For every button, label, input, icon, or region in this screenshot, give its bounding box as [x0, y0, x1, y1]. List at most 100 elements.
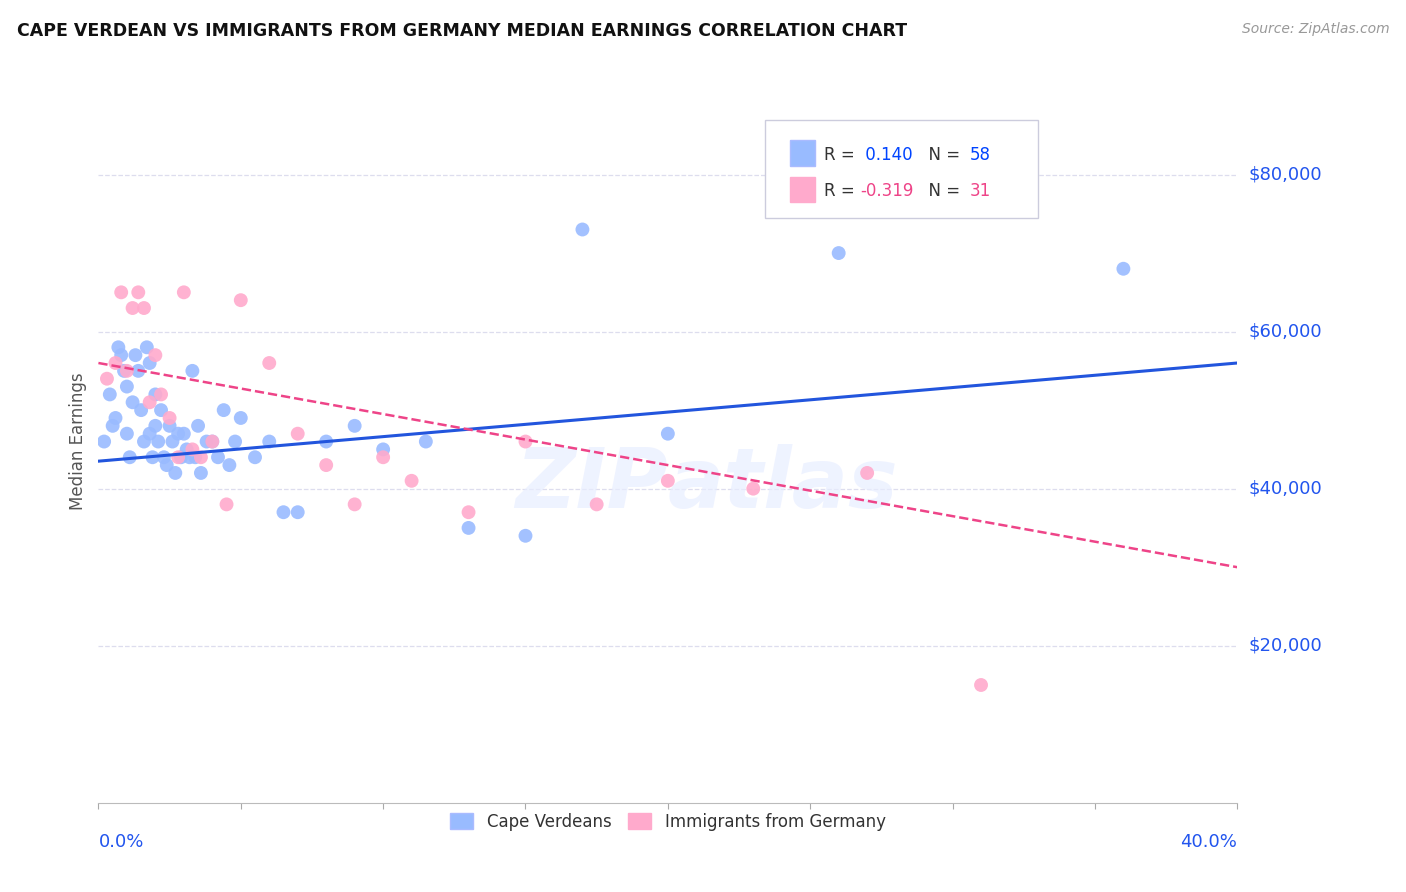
Text: 58: 58	[970, 145, 991, 163]
Point	[138, 395, 160, 409]
Point	[457, 505, 479, 519]
Point	[138, 356, 160, 370]
Bar	[790, 177, 814, 202]
Point	[104, 411, 127, 425]
Point	[110, 285, 132, 300]
Point	[201, 434, 224, 449]
Text: atlas: atlas	[668, 444, 898, 525]
Point	[121, 395, 143, 409]
Point	[970, 678, 993, 692]
Point	[259, 356, 281, 370]
Point	[148, 434, 170, 449]
Point	[93, 434, 115, 449]
Point	[145, 387, 167, 401]
Point	[457, 521, 479, 535]
Point	[415, 434, 437, 449]
Point	[401, 474, 423, 488]
Point	[315, 434, 337, 449]
Point	[229, 411, 252, 425]
Point	[165, 466, 187, 480]
Point	[179, 450, 201, 465]
Point	[115, 379, 138, 393]
Point	[96, 372, 118, 386]
Point	[112, 364, 135, 378]
Point	[212, 403, 235, 417]
Point	[195, 434, 218, 449]
Point	[585, 497, 607, 511]
Text: 31: 31	[970, 182, 991, 200]
Point	[173, 285, 195, 300]
Text: -0.319: -0.319	[860, 182, 914, 200]
Point	[243, 450, 266, 465]
Point	[215, 497, 238, 511]
Point	[107, 340, 129, 354]
Point	[190, 450, 212, 465]
Text: $20,000: $20,000	[1249, 637, 1322, 655]
Y-axis label: Median Earnings: Median Earnings	[69, 373, 87, 510]
Text: 40.0%: 40.0%	[1181, 833, 1237, 851]
Text: R =: R =	[824, 145, 860, 163]
Point	[373, 442, 395, 457]
Text: 0.140: 0.140	[860, 145, 912, 163]
Point	[167, 426, 190, 441]
Point	[135, 340, 157, 354]
Point	[170, 450, 193, 465]
Text: $60,000: $60,000	[1249, 323, 1322, 341]
Point	[571, 222, 593, 236]
Point	[515, 529, 537, 543]
Point	[856, 466, 879, 480]
Text: R =: R =	[824, 182, 860, 200]
Point	[742, 482, 765, 496]
Point	[201, 434, 224, 449]
Point	[145, 348, 167, 362]
Point	[127, 364, 149, 378]
Point	[153, 450, 176, 465]
Point	[657, 426, 679, 441]
Point	[373, 450, 395, 465]
Text: $40,000: $40,000	[1249, 480, 1322, 498]
Text: CAPE VERDEAN VS IMMIGRANTS FROM GERMANY MEDIAN EARNINGS CORRELATION CHART: CAPE VERDEAN VS IMMIGRANTS FROM GERMANY …	[17, 22, 907, 40]
Point	[129, 403, 152, 417]
Point	[121, 301, 143, 315]
Point	[287, 426, 309, 441]
Point	[104, 356, 127, 370]
Point	[162, 434, 184, 449]
Point	[1112, 261, 1135, 276]
Point	[132, 301, 155, 315]
Point	[145, 418, 167, 433]
Point	[187, 418, 209, 433]
Text: 0.0%: 0.0%	[98, 833, 143, 851]
Point	[173, 426, 195, 441]
Point	[343, 418, 366, 433]
Point	[115, 364, 138, 378]
Point	[181, 364, 204, 378]
Point	[118, 450, 141, 465]
Point	[115, 426, 138, 441]
Point	[110, 348, 132, 362]
Point	[207, 450, 229, 465]
Point	[515, 434, 537, 449]
Point	[287, 505, 309, 519]
Point	[150, 387, 173, 401]
Legend: Cape Verdeans, Immigrants from Germany: Cape Verdeans, Immigrants from Germany	[443, 806, 893, 838]
Point	[167, 450, 190, 465]
Point	[138, 426, 160, 441]
Text: Source: ZipAtlas.com: Source: ZipAtlas.com	[1241, 22, 1389, 37]
Text: N =: N =	[918, 145, 966, 163]
Text: $80,000: $80,000	[1249, 166, 1322, 184]
Point	[190, 466, 212, 480]
Point	[141, 450, 163, 465]
Point	[101, 418, 124, 433]
Point	[184, 450, 207, 465]
Point	[343, 497, 366, 511]
Point	[259, 434, 281, 449]
Bar	[790, 140, 814, 166]
Point	[159, 411, 181, 425]
Point	[132, 434, 155, 449]
Point	[224, 434, 246, 449]
Point	[229, 293, 252, 308]
Point	[127, 285, 149, 300]
Point	[124, 348, 146, 362]
FancyBboxPatch shape	[765, 120, 1038, 218]
Point	[176, 442, 198, 457]
